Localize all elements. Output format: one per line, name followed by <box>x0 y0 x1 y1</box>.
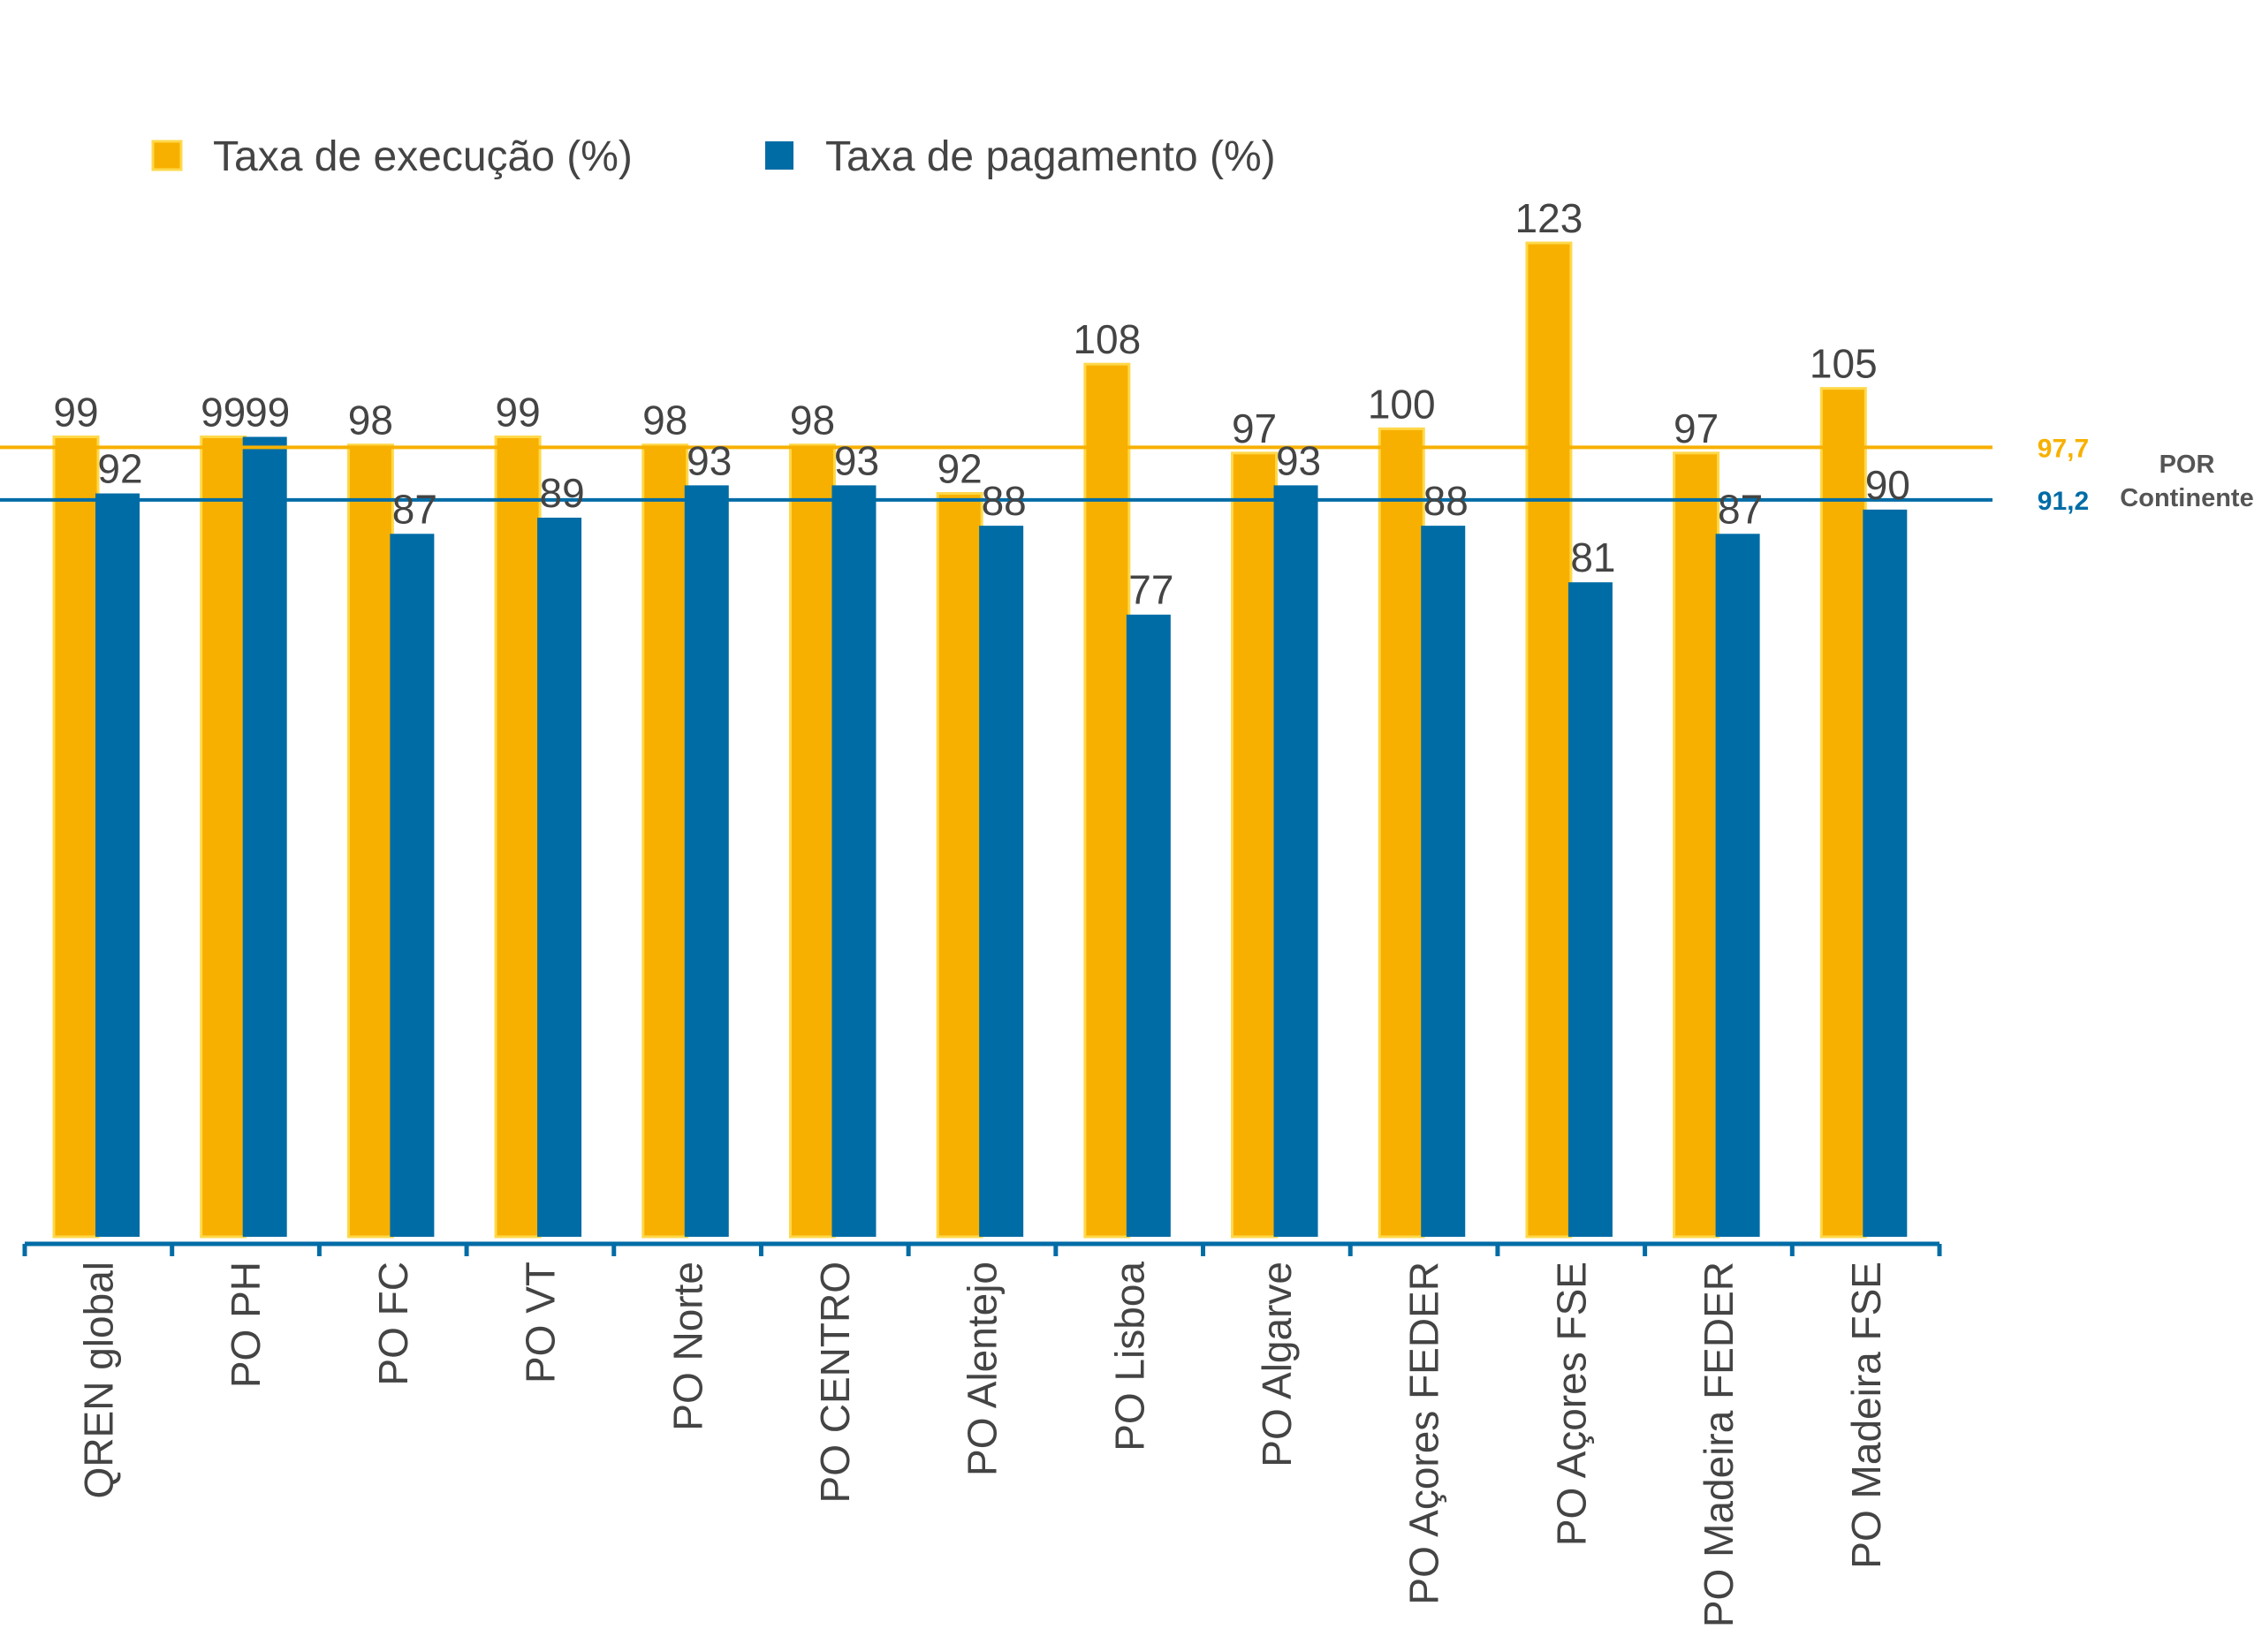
x-tick-label-po-ph: PO PH <box>223 1262 269 1388</box>
x-tick-label-po-madeira-feder: PO Madeira FEDER <box>1696 1262 1742 1627</box>
bar-pagamento-po-alentejo <box>979 526 1024 1237</box>
value-label-pagamento-po-madeira-fse: 90 <box>1865 462 1910 508</box>
bar-pagamento-po-a-ores-feder <box>1421 526 1466 1237</box>
value-label-pagamento-po-algarve: 93 <box>1276 437 1321 483</box>
bar-execucao-po-ph <box>200 436 247 1239</box>
value-label-pagamento-po-a-ores-fse: 81 <box>1570 534 1615 580</box>
bar-execucao-po-lisboa <box>1083 362 1131 1239</box>
bar-pagamento-qren-global <box>95 493 140 1237</box>
value-label-execucao-po-alentejo: 92 <box>937 446 983 492</box>
value-label-pagamento-po-madeira-feder: 87 <box>1718 486 1763 532</box>
bar-pagamento-po-fc <box>390 534 435 1237</box>
value-label-pagamento-po-ph: 99 <box>245 390 290 436</box>
reference-value-label-pagamento: 91,2 <box>2038 487 2089 516</box>
bar-execucao-po-madeira-fse <box>1819 387 1867 1239</box>
x-tick-label-po-algarve: PO Algarve <box>1254 1262 1300 1467</box>
legend-label-pagamento: Taxa de pagamento (%) <box>825 133 1276 180</box>
value-label-execucao-po-ph: 99 <box>201 390 246 436</box>
bar-execucao-po-fc <box>346 443 394 1239</box>
bar-execucao-po-a-ores-fse <box>1525 241 1573 1239</box>
value-label-execucao-po-algarve: 97 <box>1232 405 1277 451</box>
bar-pagamento-po-madeira-fse <box>1863 509 1908 1237</box>
x-tick-label-po-a-ores-fse: PO Açores FSE <box>1548 1262 1594 1546</box>
value-label-pagamento-po-alentejo: 88 <box>982 478 1027 524</box>
value-label-pagamento-po-norte: 93 <box>687 437 732 483</box>
bar-execucao-po-madeira-feder <box>1673 451 1720 1239</box>
reference-labels: 97,7 91,2 POR Continente <box>2038 434 2254 515</box>
value-label-pagamento-qren-global: 92 <box>97 446 142 492</box>
value-label-pagamento-po-fc: 87 <box>392 486 437 532</box>
x-tick-label-po-lisboa: PO Lisboa <box>1106 1262 1152 1451</box>
bar-execucao-po-centro <box>788 443 836 1239</box>
value-label-pagamento-po-centro: 93 <box>834 437 879 483</box>
x-tick-label-po-a-ores-feder: PO Açores FEDER <box>1401 1262 1447 1605</box>
x-tick-label-qren-global: QREN global <box>76 1262 122 1498</box>
bars-group <box>52 241 1908 1239</box>
legend-label-execucao: Taxa de execução (%) <box>213 133 633 180</box>
x-tick-label-po-vt: PO VT <box>518 1262 564 1383</box>
bar-pagamento-po-lisboa <box>1126 614 1171 1237</box>
value-label-execucao-po-centro: 98 <box>790 398 835 443</box>
legend-swatch-execucao <box>151 140 183 171</box>
value-label-execucao-qren-global: 99 <box>53 390 98 436</box>
value-label-pagamento-po-lisboa: 77 <box>1128 567 1173 613</box>
bar-pagamento-po-madeira-feder <box>1715 534 1760 1237</box>
bar-pagamento-po-vt <box>537 517 582 1237</box>
bar-execucao-po-a-ores-feder <box>1378 427 1425 1239</box>
value-label-pagamento-po-a-ores-feder: 88 <box>1423 478 1469 524</box>
bar-pagamento-po-centro <box>831 485 877 1237</box>
value-label-execucao-po-a-ores-fse: 123 <box>1515 195 1583 241</box>
x-axis: QREN global PO PH PO FC PO VT PO Norte PO CEN… <box>22 1241 1942 1627</box>
value-label-pagamento-po-vt: 89 <box>539 470 584 516</box>
bar-pagamento-po-norte <box>684 485 729 1237</box>
bar-execucao-po-alentejo <box>936 492 983 1239</box>
bar-execucao-po-algarve <box>1231 451 1279 1239</box>
bar-pagamento-po-algarve <box>1273 485 1318 1237</box>
bar-execucao-qren-global <box>52 436 100 1239</box>
value-label-execucao-po-vt: 99 <box>495 390 540 436</box>
x-tick-label-po-fc: PO FC <box>370 1262 416 1386</box>
bar-pagamento-po-ph <box>242 436 287 1237</box>
reference-lines <box>0 445 1993 502</box>
bar-execucao-po-vt <box>494 436 542 1239</box>
reference-caption-line: POR <box>2160 451 2215 479</box>
value-label-execucao-po-norte: 98 <box>642 398 687 443</box>
value-label-execucao-po-lisboa: 108 <box>1073 316 1141 362</box>
value-label-execucao-po-madeira-feder: 97 <box>1674 405 1719 451</box>
reference-caption-line: Continente <box>2120 484 2253 512</box>
x-tick-label-po-norte: PO Norte <box>664 1262 710 1431</box>
x-tick-label-po-centro: PO CENTRO <box>812 1262 858 1503</box>
x-tick-label-po-alentejo: PO Alentejo <box>960 1262 1006 1476</box>
reference-value-label-execucao: 97,7 <box>2038 434 2089 463</box>
value-label-execucao-po-fc: 98 <box>348 398 393 443</box>
value-label-execucao-po-a-ores-feder: 100 <box>1368 381 1436 427</box>
bar-pagamento-po-a-ores-fse <box>1567 582 1613 1237</box>
legend-swatch-pagamento <box>765 141 793 170</box>
legend: Taxa de execução (%) Taxa de pagamento (%… <box>151 133 1276 180</box>
bar-execucao-po-norte <box>641 443 689 1239</box>
x-tick-label-po-madeira-fse: PO Madeira FSE <box>1843 1262 1889 1569</box>
value-label-execucao-po-madeira-fse: 105 <box>1810 341 1878 387</box>
